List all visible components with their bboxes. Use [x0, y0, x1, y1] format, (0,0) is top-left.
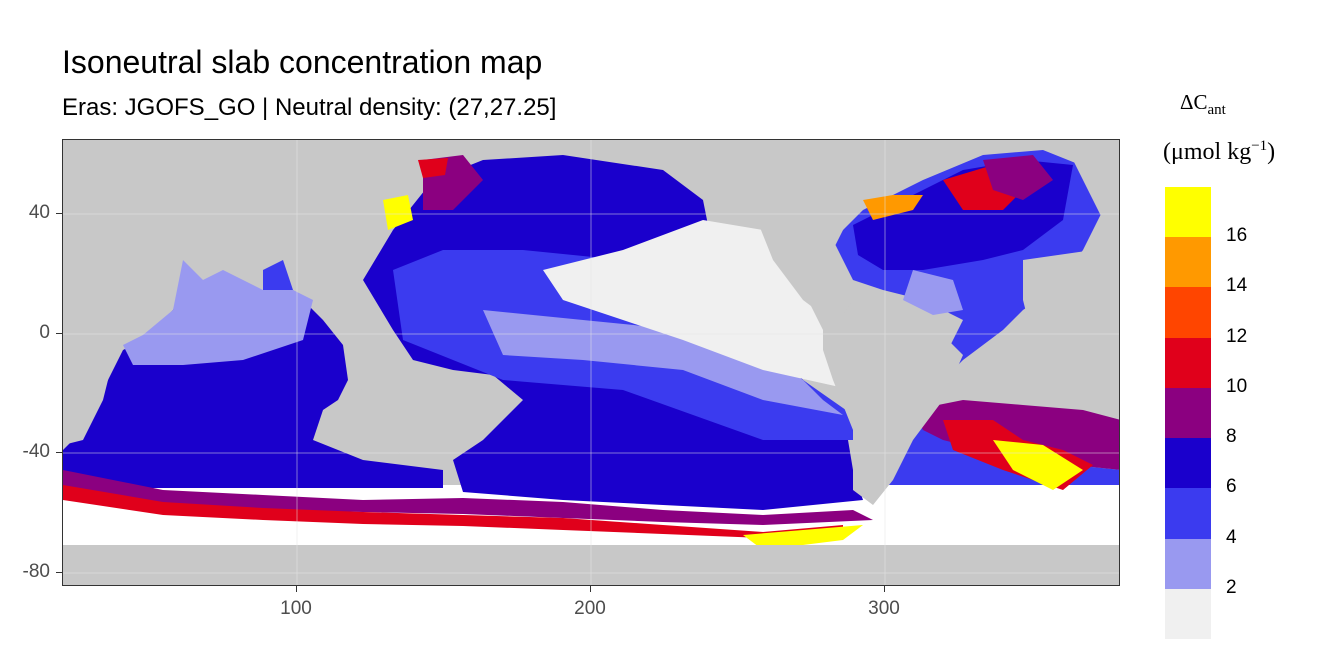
legend-swatch	[1165, 488, 1211, 540]
southern-purple-band	[63, 470, 873, 525]
legend-colorbar	[1165, 187, 1211, 640]
legend-label: 6	[1226, 476, 1237, 498]
southern-red-band	[63, 485, 843, 538]
legend-swatch	[1165, 287, 1211, 339]
north-atlantic-purple	[983, 155, 1053, 200]
asia-landmass	[63, 140, 363, 300]
legend-swatch	[1165, 387, 1211, 439]
x-tick-200: 200	[574, 598, 606, 619]
legend-unit: (μmol kg−1)	[1163, 138, 1276, 165]
legend-label: 12	[1226, 325, 1248, 347]
y-tick-40: 40	[28, 202, 50, 223]
europe-landmass	[1063, 140, 1119, 238]
legend-label: 10	[1226, 375, 1248, 397]
legend-label: 4	[1226, 526, 1237, 548]
y-tick-0: 0	[39, 322, 50, 343]
legend-title: ΔCant	[1180, 90, 1226, 118]
y-tickmark	[56, 213, 62, 214]
indian-ocean-north	[263, 260, 293, 290]
y-tick-minus40: -40	[22, 441, 50, 462]
y-tick-minus80: -80	[22, 561, 50, 582]
legend-swatch	[1165, 337, 1211, 389]
concentration-map	[63, 140, 1119, 585]
legend-label: 8	[1226, 426, 1237, 448]
south-america-landmass	[823, 320, 963, 505]
chart-subtitle: Eras: JGOFS_GO | Neutral density: (27,27…	[62, 94, 557, 121]
y-tickmark	[56, 452, 62, 453]
x-tick-100: 100	[280, 598, 312, 619]
legend-swatch	[1165, 538, 1211, 590]
x-tickmark	[296, 586, 297, 592]
y-tickmark	[56, 572, 62, 573]
pacific-ocean-light	[483, 310, 843, 415]
japan-sea-yellow	[383, 195, 413, 230]
chart-title: Isoneutral slab concentration map	[62, 44, 543, 80]
west-africa-landmass	[1023, 250, 1119, 399]
ross-sea-yellow	[743, 525, 863, 550]
australia-landmass	[333, 380, 463, 458]
tropical-atlantic-light	[903, 270, 963, 315]
legend-swatch	[1165, 237, 1211, 288]
kuroshio-red	[418, 158, 448, 178]
legend-swatch	[1165, 438, 1211, 489]
indian-ocean-light	[123, 260, 313, 365]
x-tick-300: 300	[868, 598, 900, 619]
x-tickmark	[884, 586, 885, 592]
legend-label: 16	[1226, 225, 1248, 247]
y-tickmark	[56, 333, 62, 334]
legend-label: 2	[1226, 576, 1237, 598]
africa-landmass	[63, 290, 133, 445]
legend-label: 14	[1226, 275, 1248, 297]
legend-swatch	[1165, 588, 1211, 640]
legend-swatch	[1165, 187, 1211, 238]
map-panel	[62, 139, 1120, 586]
north-america-landmass	[723, 140, 863, 315]
x-tickmark	[590, 586, 591, 592]
